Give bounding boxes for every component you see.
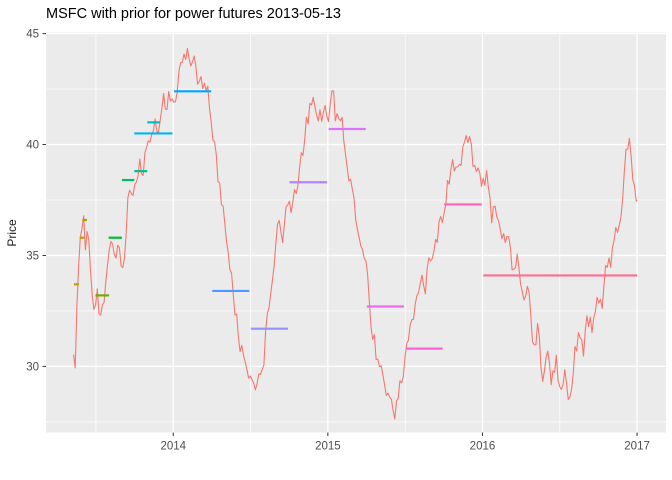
price-line [72,47,638,420]
chart-title: MSFC with prior for power futures 2013-0… [46,6,341,22]
y-tick-label: 30 [26,361,39,373]
y-tick-label: 40 [26,140,39,152]
x-tick-label: 2016 [470,441,496,453]
y-axis-title: Price [5,219,19,247]
x-tick-label: 2017 [624,441,650,453]
y-tick-label: 35 [26,250,39,262]
x-tick-label: 2015 [315,441,341,453]
y-tick-label: 45 [26,29,39,41]
x-tick-label: 2014 [160,441,186,453]
